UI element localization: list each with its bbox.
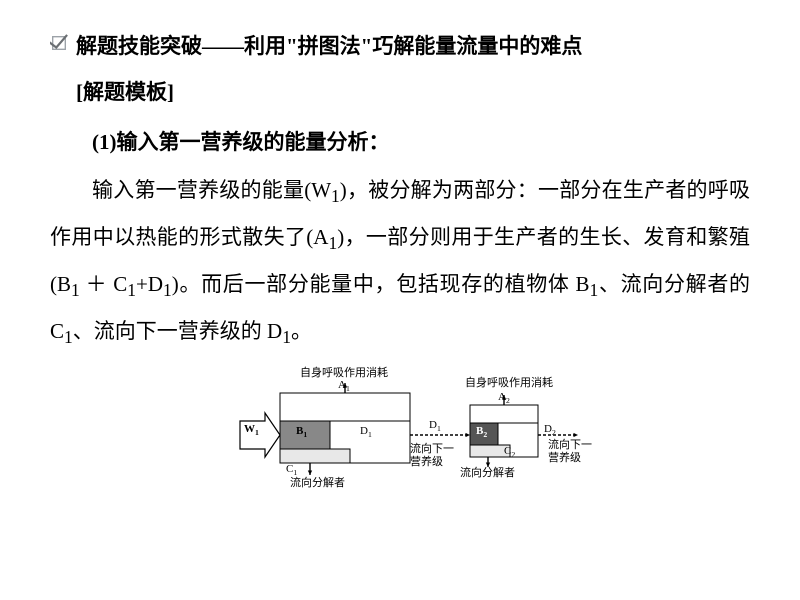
template-label: [解题模板] xyxy=(76,76,750,106)
energy-flow-diagram: 自身呼吸作用消耗自身呼吸作用消耗W1A1B1C1D1D1A2B2C2D2流向分解… xyxy=(50,363,750,503)
point-1-label: (1)输入第一营养级的能量分析： xyxy=(92,130,390,154)
check-icon xyxy=(50,34,68,52)
header: 解题技能突破——利用"拼图法"巧解能量流量中的难点 xyxy=(50,30,750,64)
point-1: (1)输入第一营养级的能量分析： xyxy=(50,120,750,164)
section-title: 解题技能突破——利用"拼图法"巧解能量流量中的难点 xyxy=(76,30,582,64)
body-paragraph: 输入第一营养级的能量(W1)，被分解为两部分：一部分在生产者的呼吸作用中以热能的… xyxy=(50,168,750,356)
